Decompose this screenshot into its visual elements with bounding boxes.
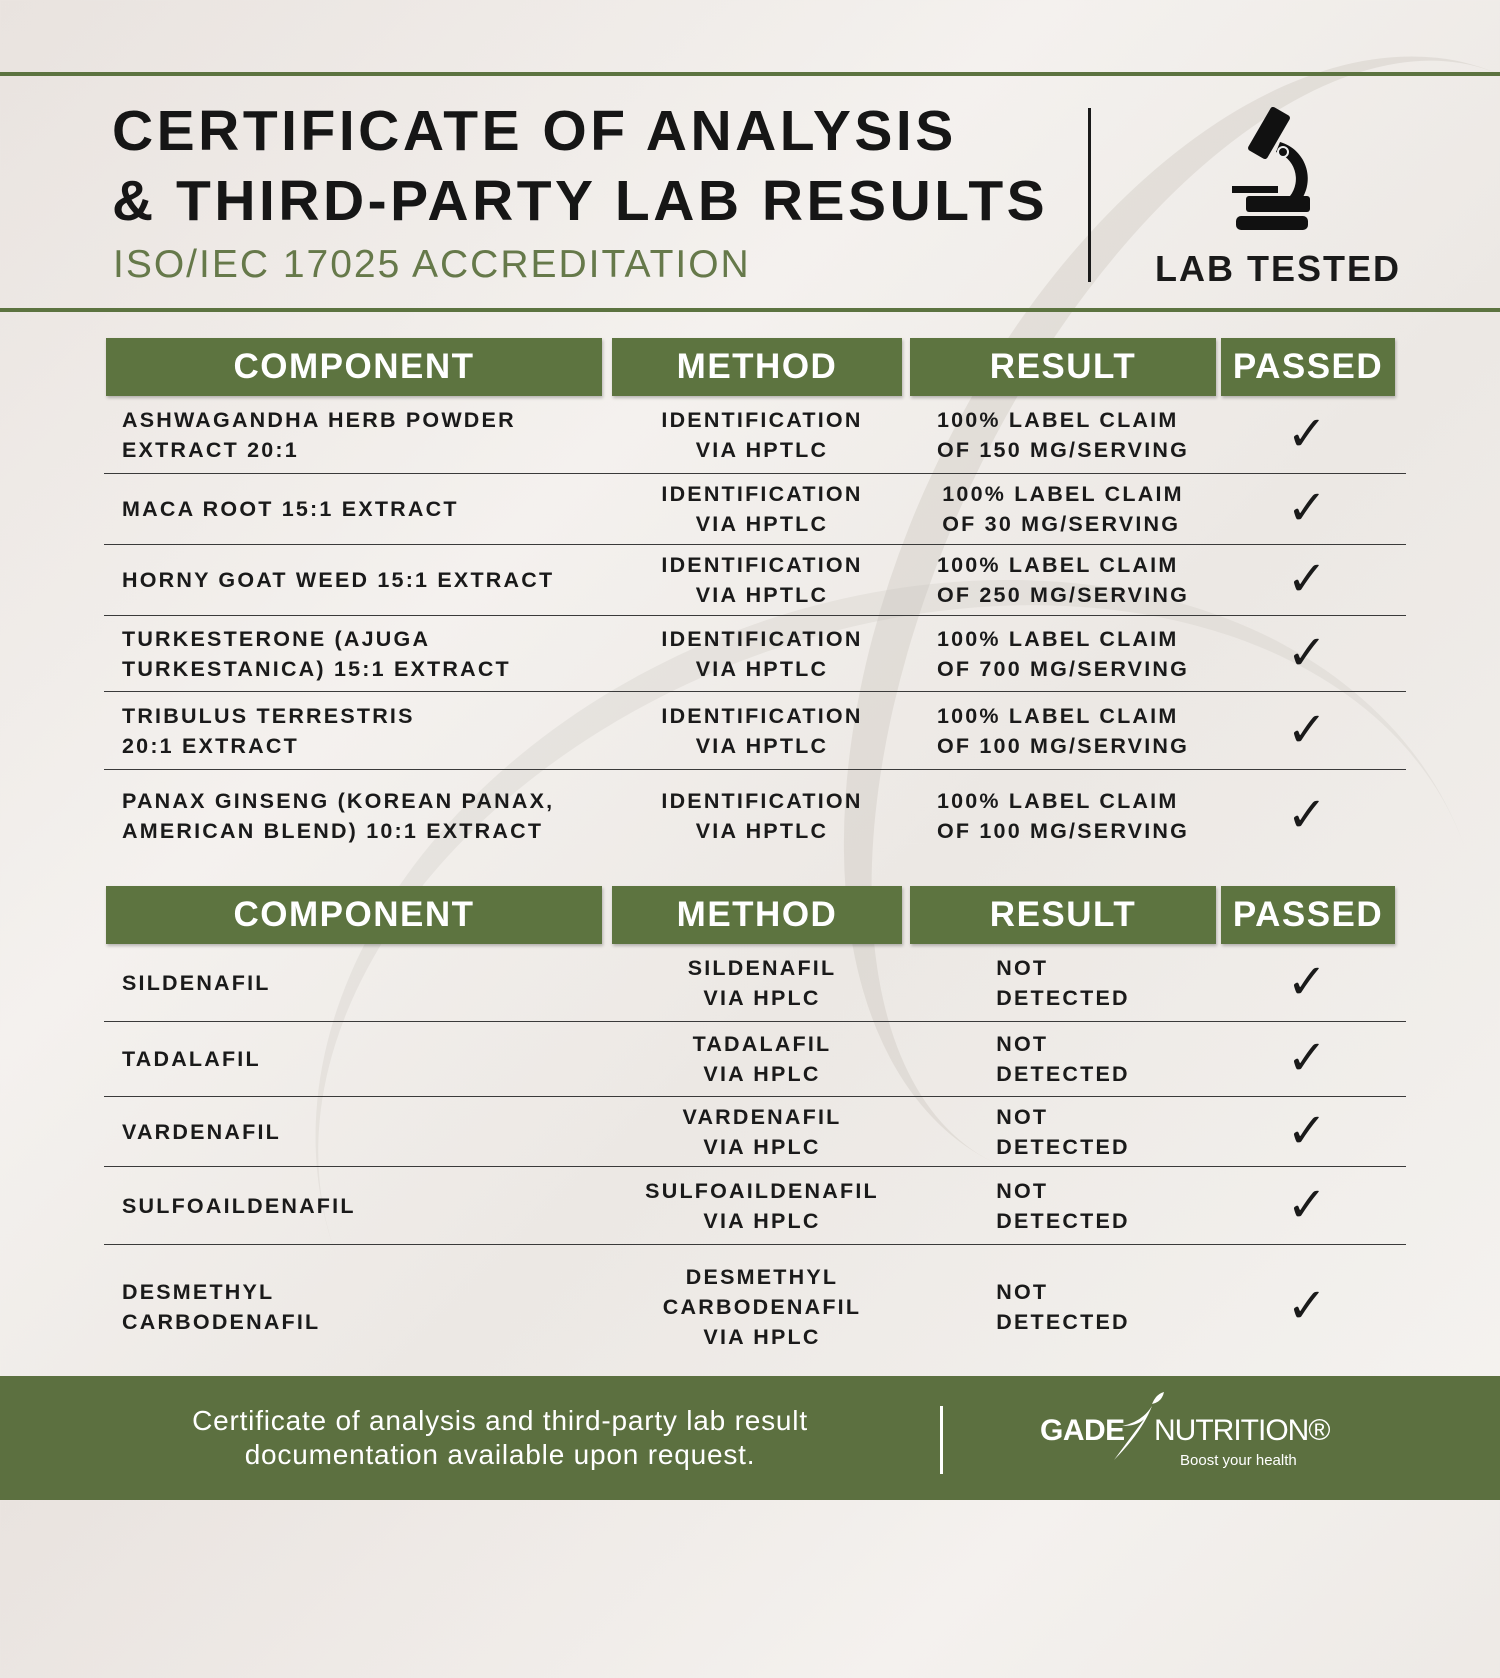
page-title-line2: & THIRD-PARTY LAB RESULTS	[112, 169, 1049, 233]
header-bottom-divider	[0, 308, 1500, 312]
table-row: TADALAFIL TADALAFIL VIA HPLC NOT DETECTED ✓	[104, 1022, 1406, 1097]
cell-component: HORNY GOAT WEED 15:1 EXTRACT	[122, 568, 555, 592]
cell-component: PANAX GINSENG (KOREAN PANAX, AMERICAN BL…	[122, 789, 555, 843]
checkmark-icon: ✓	[1286, 789, 1330, 842]
cell-component: TURKESTERONE (AJUGA TURKESTANICA) 15:1 E…	[122, 626, 511, 681]
column-header-component: COMPONENT	[106, 338, 602, 396]
checkmark-icon: ✓	[1286, 407, 1330, 461]
cell-result: 100% LABEL CLAIM OF 700 MG/SERVING	[936, 626, 1190, 681]
cell-result: NOT DETECTED	[996, 1279, 1130, 1334]
table-row: HORNY GOAT WEED 15:1 EXTRACT IDENTIFICATI…	[104, 545, 1406, 616]
column-header-passed: PASSED	[1221, 886, 1395, 944]
cell-method: TADALAFIL VIA HPLC	[692, 1032, 832, 1086]
cell-method: IDENTIFICATION VIA HPTLC	[661, 703, 863, 758]
page-title-line1: CERTIFICATE OF ANALYSIS	[112, 99, 957, 163]
checkmark-icon: ✓	[1286, 1032, 1330, 1085]
table-row: PANAX GINSENG (KOREAN PANAX, AMERICAN BL…	[104, 770, 1406, 862]
cell-component: VARDENAFIL	[122, 1119, 281, 1144]
cell-component: SILDENAFIL	[122, 970, 271, 995]
header-divider	[1088, 108, 1091, 282]
table-row: DESMETHYL CARBODENAFIL DESMETHYL CARBODEN…	[104, 1245, 1406, 1368]
checkmark-icon: ✓	[1286, 553, 1330, 606]
cell-result: 100% LABEL CLAIM OF 150 MG/SERVING	[936, 407, 1190, 462]
cell-result: 100% LABEL CLAIM OF 30 MG/SERVING	[942, 482, 1184, 536]
cell-component: SULFOAILDENAFIL	[122, 1193, 356, 1218]
footer: Certificate of analysis and third-party …	[0, 1376, 1500, 1500]
logo-tagline: Boost your health	[1180, 1452, 1297, 1469]
column-header-passed: PASSED	[1221, 338, 1395, 396]
checkmark-icon: ✓	[1286, 955, 1330, 1009]
cell-method: IDENTIFICATION VIA HPTLC	[661, 626, 863, 681]
cell-method: SILDENAFIL VIA HPLC	[687, 955, 837, 1010]
page-subtitle: ISO/IEC 17025 ACCREDITATION	[113, 243, 751, 286]
checkmark-icon: ✓	[1286, 482, 1330, 535]
table-row: MACA ROOT 15:1 EXTRACT IDENTIFICATION VIA…	[104, 474, 1406, 545]
cell-result: 100% LABEL CLAIM OF 250 MG/SERVING	[936, 553, 1190, 607]
cell-method: IDENTIFICATION VIA HPTLC	[661, 553, 863, 607]
cell-component: DESMETHYL CARBODENAFIL	[122, 1279, 321, 1334]
cell-component: TADALAFIL	[122, 1047, 261, 1071]
table-row: ASHWAGANDHA HERB POWDER EXTRACT 20:1 IDEN…	[104, 396, 1406, 474]
table-row: VARDENAFIL VARDENAFIL VIA HPLC NOT DETECTE…	[104, 1097, 1406, 1167]
cell-result: NOT DETECTED	[996, 1032, 1130, 1086]
column-header-method: METHOD	[612, 338, 902, 396]
logo-brand: GADE	[1040, 1414, 1125, 1447]
microscope-icon	[1232, 106, 1310, 230]
footer-divider	[940, 1406, 943, 1474]
cell-method: IDENTIFICATION VIA HPTLC	[661, 407, 863, 462]
footer-note: Certificate of analysis and third-party …	[192, 1405, 808, 1470]
cell-result: 100% LABEL CLAIM OF 100 MG/SERVING	[936, 703, 1190, 758]
cell-result: 100% LABEL CLAIM OF 100 MG/SERVING	[936, 789, 1190, 843]
checkmark-icon: ✓	[1286, 1279, 1330, 1333]
cell-method: SULFOAILDENAFIL VIA HPLC	[645, 1178, 879, 1233]
checkmark-icon: ✓	[1286, 1104, 1330, 1158]
table-row: SULFOAILDENAFIL SULFOAILDENAFIL VIA HPLC N…	[104, 1167, 1406, 1245]
cell-method: IDENTIFICATION VIA HPTLC	[661, 482, 863, 536]
table-row: SILDENAFIL SILDENAFIL VIA HPLC NOT DETECTE…	[104, 944, 1406, 1022]
cell-result: NOT DETECTED	[996, 955, 1130, 1010]
table-row: TURKESTERONE (AJUGA TURKESTANICA) 15:1 E…	[104, 616, 1406, 692]
logo-name: NUTRITION®	[1154, 1414, 1330, 1447]
checkmark-icon: ✓	[1286, 703, 1330, 757]
top-divider	[0, 72, 1500, 76]
checkmark-icon: ✓	[1286, 626, 1330, 680]
cell-component: MACA ROOT 15:1 EXTRACT	[122, 497, 459, 521]
cell-method: VARDENAFIL VIA HPLC	[682, 1104, 842, 1159]
table-row: TRIBULUS TERRESTRIS 20:1 EXTRACT IDENTIFI…	[104, 692, 1406, 770]
cell-method: DESMETHYL CARBODENAFIL VIA HPLC	[662, 1264, 862, 1349]
column-header-result: RESULT	[910, 886, 1216, 944]
column-header-result: RESULT	[910, 338, 1216, 396]
cell-result: NOT DETECTED	[996, 1104, 1130, 1159]
column-header-method: METHOD	[612, 886, 902, 944]
brand-logo: GADE NUTRITION® Boost your health	[1040, 1392, 1330, 1482]
cell-method: IDENTIFICATION VIA HPTLC	[661, 789, 863, 843]
leaf-swoosh-icon	[1114, 1392, 1164, 1460]
column-header-component: COMPONENT	[106, 886, 602, 944]
lab-tested-badge: LAB TESTED	[1155, 248, 1402, 289]
cell-result: NOT DETECTED	[996, 1178, 1130, 1233]
cell-component: ASHWAGANDHA HERB POWDER EXTRACT 20:1	[122, 407, 516, 462]
cell-component: TRIBULUS TERRESTRIS 20:1 EXTRACT	[122, 703, 415, 758]
checkmark-icon: ✓	[1286, 1178, 1330, 1232]
